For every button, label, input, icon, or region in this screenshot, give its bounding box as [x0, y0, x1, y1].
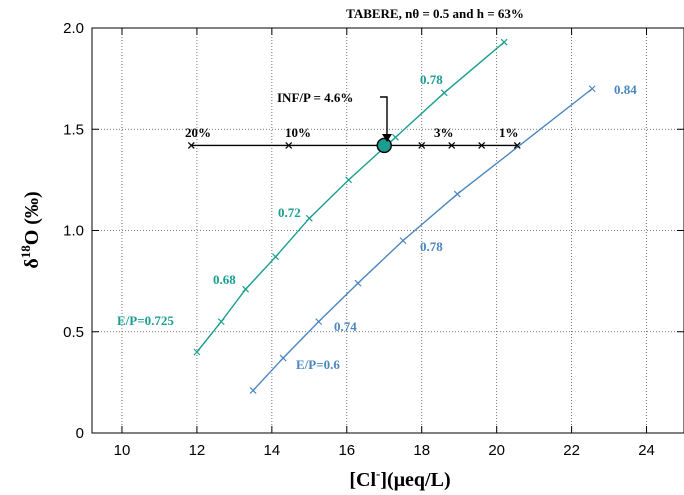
series-2-point: [187, 142, 195, 149]
series-2-point: [478, 142, 486, 149]
x-axis-title: [Cl-](μeq/L): [349, 466, 450, 491]
highlight-point: [376, 137, 392, 154]
black-label-1: 1%: [499, 125, 519, 140]
blue-label-074: 0.74: [334, 319, 357, 334]
series-1-point: [315, 318, 323, 326]
teal-label-078: 0.78: [420, 72, 443, 87]
series-0-point: [392, 133, 399, 141]
series-2-point: [513, 142, 521, 149]
black-label-10: 10%: [285, 125, 311, 140]
series-2-point: [448, 142, 456, 149]
x-tick-label: 18: [413, 442, 430, 459]
series-2-point: [285, 142, 293, 149]
inf-p-label: INF/P = 4.6%: [277, 90, 353, 105]
x-tick-label: 20: [488, 442, 505, 459]
series-0-point: [500, 38, 508, 46]
x-tick-label: 10: [114, 442, 131, 459]
series-0-point: [305, 214, 313, 222]
inf-p-arrow-head: [382, 134, 392, 142]
y-tick-label: 1.5: [63, 121, 84, 138]
series-1-point: [453, 190, 461, 198]
series-2-point: [418, 142, 426, 149]
x-tick-label: 12: [189, 442, 206, 459]
y-tick-label: 1.0: [63, 223, 84, 240]
series-0-point: [345, 176, 353, 184]
axis-ticks: 10 12 14 16 18 20 22 24 0 0.5 1.0 1.5 2.0: [63, 20, 684, 459]
series-0-point: [193, 348, 201, 356]
series-0-point: [440, 89, 448, 97]
blue-label-ep-06: E/P=0.6: [296, 357, 340, 372]
series-1-point: [354, 279, 362, 287]
series-layer: [187, 38, 596, 394]
series-0-point: [242, 285, 250, 293]
series-1-point: [249, 387, 257, 394]
black-label-20: 20%: [185, 125, 211, 140]
black-label-3: 3%: [434, 125, 454, 140]
y-tick-label: 2.0: [63, 20, 84, 37]
plot-frame: [91, 27, 684, 434]
y-tick-label: 0: [76, 425, 84, 442]
y-axis-title: δ18O (‰): [18, 191, 43, 268]
series-1-point: [588, 85, 596, 93]
series-1-point: [279, 354, 287, 362]
chart-title: TABERE, nθ = 0.5 and h = 63%: [346, 6, 524, 21]
series-1-point: [399, 237, 407, 245]
x-tick-label: 22: [563, 442, 580, 459]
inf-p-arrow-line: [380, 96, 388, 136]
grid: [92, 28, 684, 433]
teal-label-068: 0.68: [213, 272, 236, 287]
teal-label-072: 0.72: [278, 205, 301, 220]
series-0-point: [217, 318, 225, 326]
series-line-0: [196, 41, 505, 353]
x-tick-label: 24: [638, 442, 655, 459]
x-tick-label: 16: [338, 442, 355, 459]
y-tick-label: 0.5: [63, 324, 84, 341]
x-tick-label: 14: [264, 442, 281, 459]
blue-label-084: 0.84: [614, 82, 637, 97]
teal-label-ep-0725: E/P=0.725: [117, 313, 174, 328]
blue-label-078: 0.78: [420, 239, 443, 254]
series-0-point: [272, 253, 280, 261]
